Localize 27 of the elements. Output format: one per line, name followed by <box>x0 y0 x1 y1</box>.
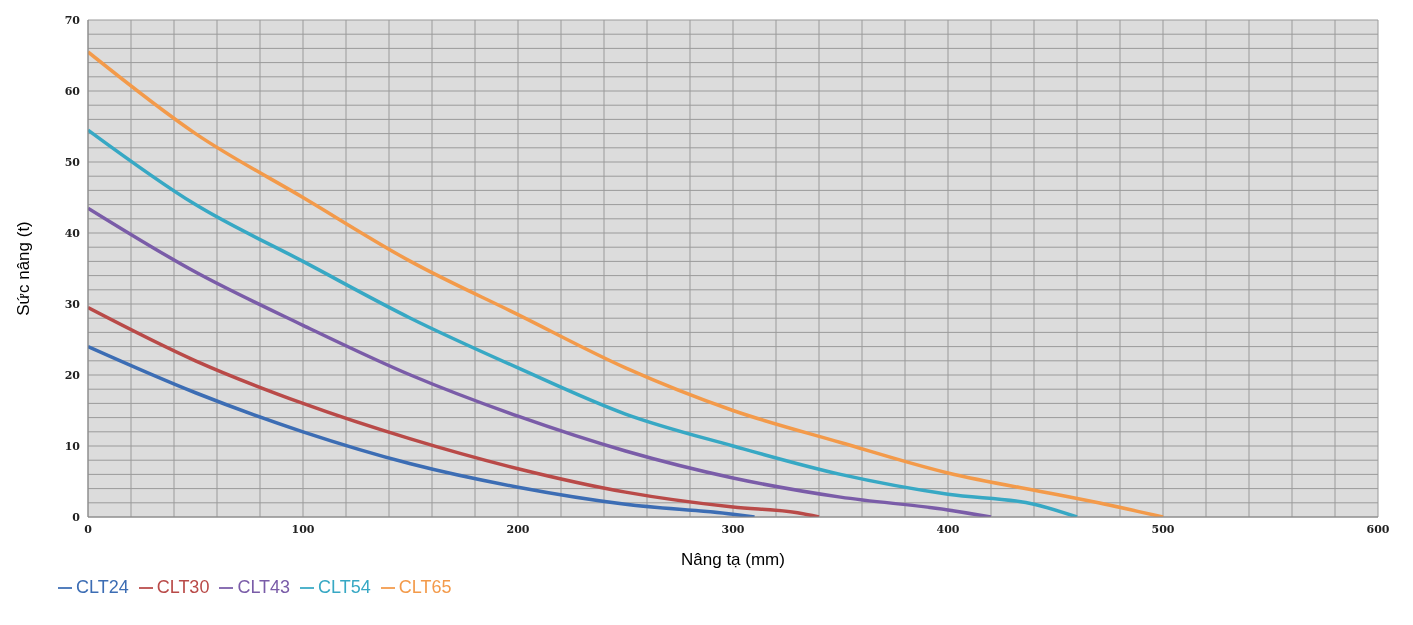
x-tick-label: 300 <box>721 522 745 536</box>
legend-label: CLT30 <box>156 577 210 597</box>
x-tick-label: 500 <box>1151 522 1175 536</box>
x-tick-label: 200 <box>506 522 530 536</box>
y-tick-label: 40 <box>64 226 81 240</box>
x-tick-label: 100 <box>291 522 315 536</box>
line-series <box>88 305 821 517</box>
x-tick-label: 400 <box>936 522 960 536</box>
y-axis-title: Sức nâng (t) <box>14 221 34 316</box>
y-tick-label: 70 <box>64 13 81 27</box>
y-tick-label: 60 <box>64 84 81 98</box>
line-series <box>88 344 757 517</box>
line-series <box>88 50 1165 517</box>
x-axis-title: Nâng tạ (mm) <box>681 550 785 569</box>
legend-label: CLT43 <box>237 577 291 597</box>
legend-label: CLT54 <box>318 577 371 597</box>
line-series <box>88 206 993 517</box>
line-series <box>88 128 1079 517</box>
y-tick-label: 10 <box>64 439 81 453</box>
legend-label: CLT65 <box>398 577 452 597</box>
y-tick-label: 30 <box>64 297 81 311</box>
x-tick-label: 0 <box>84 522 93 536</box>
y-tick-label: 20 <box>64 368 81 382</box>
x-tick-label: 600 <box>1366 522 1390 536</box>
legend-label: CLT24 <box>76 577 129 597</box>
y-tick-label: 50 <box>64 155 81 169</box>
y-tick-label: 0 <box>72 510 81 524</box>
